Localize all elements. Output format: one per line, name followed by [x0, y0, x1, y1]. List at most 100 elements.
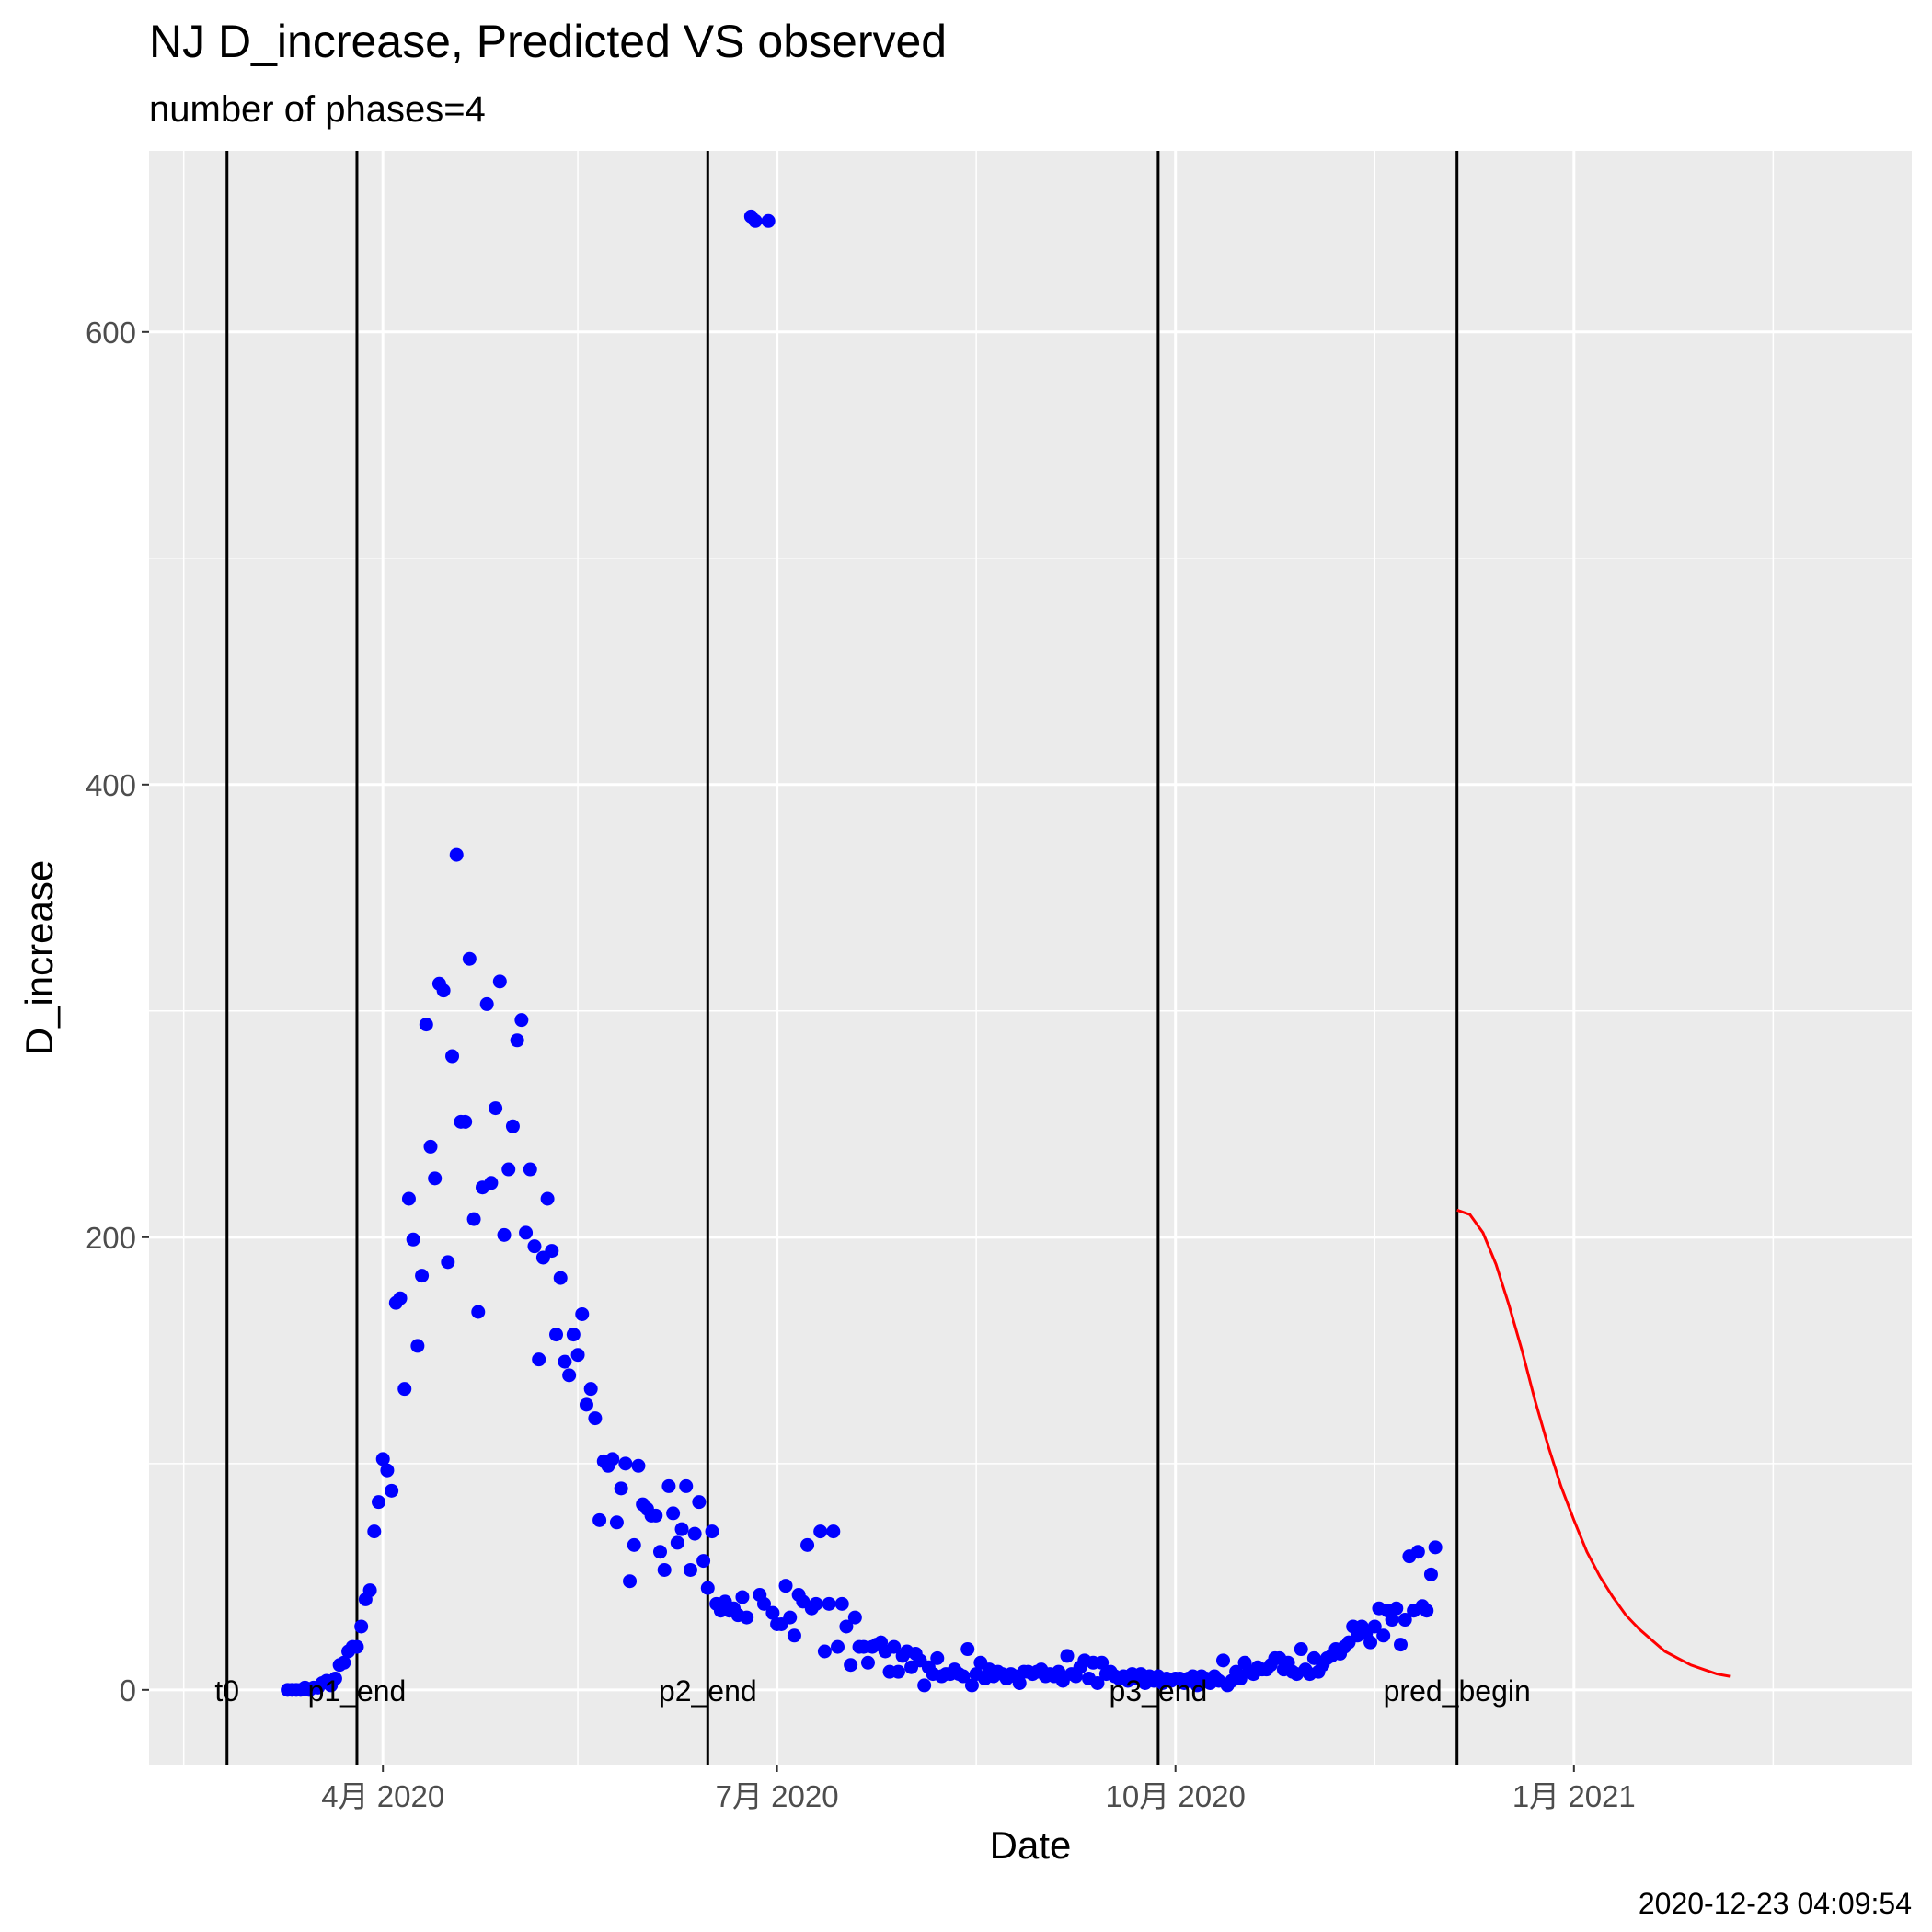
observed-point	[670, 1535, 684, 1550]
observed-point	[666, 1506, 681, 1521]
observed-point	[406, 1232, 420, 1247]
observed-point	[501, 1162, 516, 1177]
observed-point	[956, 1669, 971, 1684]
grid-major	[149, 151, 1912, 1765]
chart-caption: 2020-12-23 04:09:54	[1639, 1887, 1912, 1920]
observed-point	[549, 1328, 564, 1342]
observed-point	[592, 1512, 607, 1527]
observed-point	[1385, 1613, 1399, 1627]
observed-point	[687, 1526, 702, 1541]
observed-point	[765, 1605, 780, 1620]
observed-point	[822, 1596, 836, 1611]
observed-point	[372, 1495, 386, 1510]
observed-point	[415, 1269, 430, 1283]
observed-point	[449, 847, 464, 862]
phase-label: p1_end	[308, 1674, 407, 1708]
observed-point	[809, 1596, 823, 1611]
observed-point	[1394, 1638, 1409, 1652]
observed-point	[1012, 1675, 1027, 1690]
observed-point	[705, 1524, 719, 1539]
observed-point	[887, 1639, 902, 1654]
plot-panel	[149, 151, 1912, 1765]
observed-point	[761, 213, 776, 228]
observed-point	[458, 1114, 473, 1129]
phase-labels: t0 p1_end p2_end p3_end pred_begin	[214, 1674, 1530, 1708]
observed-point	[401, 1191, 416, 1206]
observed-point	[375, 1452, 390, 1466]
observed-point	[1410, 1545, 1425, 1559]
observed-point	[756, 1596, 771, 1611]
observed-point	[462, 951, 477, 966]
observed-point	[1389, 1601, 1404, 1616]
phase-label: p3_end	[1109, 1674, 1207, 1708]
observed-point	[847, 1610, 862, 1625]
y-tick-label: 200	[86, 1221, 136, 1255]
observed-point	[1428, 1540, 1443, 1555]
observed-point	[1420, 1604, 1434, 1618]
observed-point	[428, 1171, 443, 1186]
observed-point	[1376, 1628, 1391, 1643]
predicted-line	[1456, 1208, 1731, 1678]
observed-point	[844, 1658, 858, 1673]
observed-point	[748, 213, 763, 228]
observed-point	[657, 1562, 672, 1577]
observed-point	[800, 1537, 815, 1552]
observed-point	[740, 1610, 754, 1625]
observed-point	[627, 1537, 641, 1552]
observed-point	[540, 1191, 555, 1206]
x-tick-label: 7月 2020	[716, 1779, 839, 1813]
observed-point	[696, 1554, 711, 1569]
x-axis-title: Date	[990, 1823, 1072, 1867]
observed-point	[545, 1244, 559, 1259]
observed-point	[700, 1581, 715, 1595]
observed-point	[510, 1033, 524, 1048]
observed-point	[826, 1524, 841, 1539]
observed-point	[735, 1590, 750, 1604]
y-tick-label: 600	[86, 316, 136, 350]
phase-label: t0	[214, 1674, 239, 1708]
observed-point	[649, 1508, 663, 1523]
observed-point	[631, 1458, 646, 1473]
observed-point	[523, 1162, 537, 1177]
observed-point	[575, 1306, 590, 1321]
observed-point	[445, 1049, 460, 1064]
observed-point	[614, 1481, 628, 1496]
observed-point	[917, 1678, 932, 1693]
observed-point	[367, 1524, 382, 1539]
x-tick-label: 10月 2020	[1106, 1779, 1246, 1813]
observed-point	[930, 1650, 945, 1665]
observed-point	[1363, 1635, 1378, 1650]
observed-point	[1367, 1619, 1382, 1634]
observed-point	[350, 1639, 364, 1654]
observed-point	[489, 1101, 503, 1116]
observed-point	[479, 996, 494, 1011]
phase-lines	[225, 151, 1459, 1765]
observed-point	[1060, 1649, 1075, 1663]
observed-point	[519, 1225, 534, 1240]
observed-point	[683, 1562, 697, 1577]
observed-point	[652, 1545, 667, 1559]
y-axis-title: D_increase	[17, 860, 61, 1055]
observed-point	[410, 1339, 425, 1353]
observed-point	[583, 1382, 598, 1397]
observed-point	[960, 1642, 975, 1657]
observed-point	[964, 1678, 979, 1693]
x-tick-label: 4月 2020	[321, 1779, 444, 1813]
observed-point	[778, 1579, 793, 1593]
observed-point	[362, 1583, 377, 1598]
observed-point	[834, 1596, 849, 1611]
observed-point	[393, 1291, 408, 1305]
observed-point	[1294, 1642, 1308, 1657]
observed-point	[436, 983, 451, 998]
y-axis-ticks: 0 200 400 600	[86, 316, 149, 1708]
observed-point	[891, 1664, 905, 1679]
observed-point	[471, 1305, 486, 1319]
observed-point	[441, 1255, 455, 1270]
observed-point	[566, 1328, 581, 1342]
observed-point	[466, 1212, 481, 1226]
observed-point	[380, 1463, 395, 1478]
x-tick-label: 1月 2021	[1512, 1779, 1636, 1813]
chart-title: NJ D_increase, Predicted VS observed	[149, 16, 947, 67]
observed-point	[661, 1478, 676, 1493]
